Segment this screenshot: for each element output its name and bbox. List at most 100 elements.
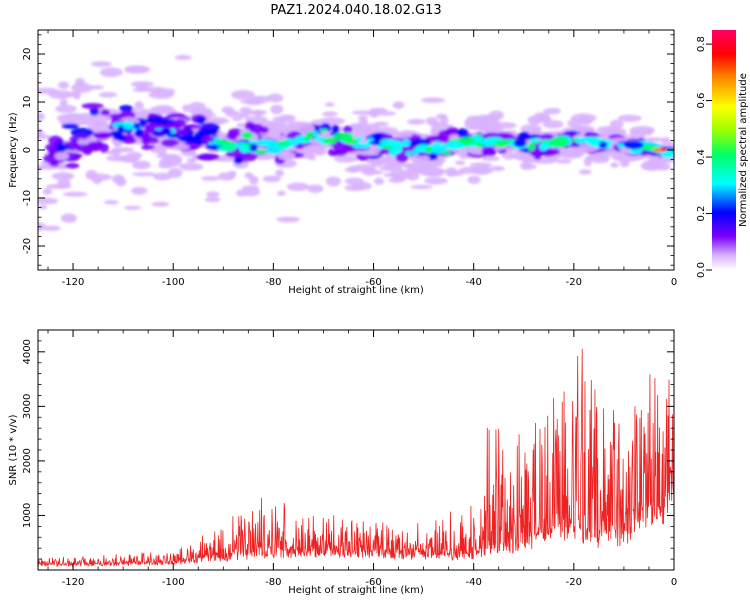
heatmap-cell: [277, 190, 286, 196]
heatmap-cell: [583, 156, 593, 167]
heatmap-cell: [213, 157, 238, 162]
heatmap-cell: [196, 116, 205, 125]
snr-y-tick-label: 1000: [22, 503, 33, 528]
heatmap-cell: [344, 184, 365, 191]
heatmap-y-axis-label: Frequency (Hz): [8, 112, 19, 188]
heatmap-cell: [241, 131, 254, 140]
snr-x-axis-label: Height of straight line (km): [288, 585, 424, 596]
snr-x-tick-label: -40: [466, 577, 482, 588]
heatmap-cell: [141, 144, 155, 150]
heatmap-cell: [103, 200, 119, 205]
heatmap-cell: [578, 169, 592, 175]
heatmap-cell: [122, 121, 135, 131]
heatmap-cell: [490, 166, 505, 172]
heatmap-cell: [132, 160, 151, 170]
heatmap-cell: [379, 133, 393, 141]
heatmap-cell: [48, 135, 63, 145]
heatmap-cell: [410, 184, 433, 190]
heatmap-cell: [467, 175, 481, 184]
heatmap-cell: [230, 89, 256, 100]
heatmap-cell: [575, 138, 584, 145]
heatmap-cell: [173, 144, 190, 151]
heatmap-cell: [395, 152, 409, 163]
heatmap-cell: [49, 145, 58, 156]
heatmap-cell: [613, 155, 640, 162]
heatmap-cell: [221, 141, 237, 146]
heatmap-cell: [233, 156, 244, 165]
heatmap-cell: [200, 176, 220, 181]
heatmap-cell: [111, 147, 135, 153]
heatmap-cell: [266, 93, 284, 103]
heatmap-x-tick-label: -20: [566, 277, 582, 288]
heatmap-cell: [249, 175, 259, 185]
heatmap-cell: [124, 205, 142, 210]
heatmap-cell: [235, 189, 248, 197]
heatmap-cell: [392, 131, 413, 139]
snr-x-tick-label: -120: [62, 577, 85, 588]
colorbar-label: Normalized spectral amplitude: [738, 73, 749, 227]
heatmap-cell: [275, 169, 285, 177]
heatmap-cell: [151, 201, 170, 207]
heatmap-cell: [476, 167, 494, 174]
heatmap-cell: [132, 172, 157, 177]
heatmap-cell: [302, 145, 323, 153]
heatmap-cell: [54, 151, 70, 161]
heatmap-cell: [244, 121, 256, 132]
snr-background: [38, 330, 674, 570]
heatmap-cell: [113, 133, 122, 141]
heatmap-cell: [167, 167, 183, 178]
heatmap-cell: [589, 152, 600, 161]
heatmap-cell: [395, 141, 408, 147]
heatmap-x-axis-label: Height of straight line (km): [288, 285, 424, 296]
heatmap-cell: [481, 114, 502, 122]
heatmap-cell: [61, 123, 80, 129]
heatmap-cell: [443, 150, 452, 156]
heatmap-cell: [38, 204, 48, 210]
heatmap-cell: [136, 83, 148, 92]
heatmap-cell: [609, 119, 624, 129]
heatmap-cell: [481, 146, 496, 156]
heatmap-cell: [370, 107, 388, 113]
heatmap-cell: [38, 112, 45, 121]
heatmap-cell: [642, 160, 660, 170]
heatmap-cell: [194, 131, 205, 139]
heatmap-cell: [354, 136, 364, 142]
heatmap-cell: [131, 186, 148, 195]
heatmap-cell: [370, 170, 383, 175]
heatmap-cell: [90, 61, 112, 67]
chart-title: PAZ1.2024.040.18.02.G13: [270, 3, 441, 18]
snr-y-tick-label: 2000: [22, 448, 33, 473]
heatmap-cell: [617, 114, 642, 122]
heatmap-cell: [466, 115, 480, 121]
heatmap-cell: [98, 91, 118, 98]
heatmap-cell: [185, 150, 198, 157]
heatmap-x-tick-label: -80: [265, 277, 281, 288]
heatmap-cell: [115, 176, 127, 187]
snr-panel: -120 -100 -80 -60 -40 -20 0 1000 2000 3000 4000 He…: [8, 329, 677, 596]
heatmap-cell: [149, 123, 168, 129]
heatmap-cell: [660, 148, 667, 152]
heatmap-cell: [294, 136, 304, 143]
heatmap-cell: [63, 141, 81, 147]
heatmap-cell: [262, 175, 281, 183]
heatmap-x-tick-label: -60: [365, 277, 381, 288]
heatmap-cell: [91, 123, 116, 134]
heatmap-cell: [115, 155, 138, 163]
heatmap-cell: [344, 167, 362, 173]
heatmap-cell: [642, 137, 665, 142]
heatmap-cell: [94, 132, 115, 138]
heatmap-blobs: [38, 55, 674, 232]
heatmap-cell: [206, 191, 220, 197]
heatmap-cell: [57, 178, 71, 189]
heatmap-cell: [332, 141, 351, 152]
heatmap-cell: [86, 173, 112, 181]
heatmap-cell: [196, 153, 216, 161]
heatmap-cell: [239, 99, 261, 104]
heatmap-cell: [237, 112, 250, 119]
heatmap-cell: [276, 140, 291, 146]
heatmap-cell: [70, 127, 94, 138]
heatmap-cell: [134, 128, 144, 137]
heatmap-cell: [295, 123, 315, 134]
